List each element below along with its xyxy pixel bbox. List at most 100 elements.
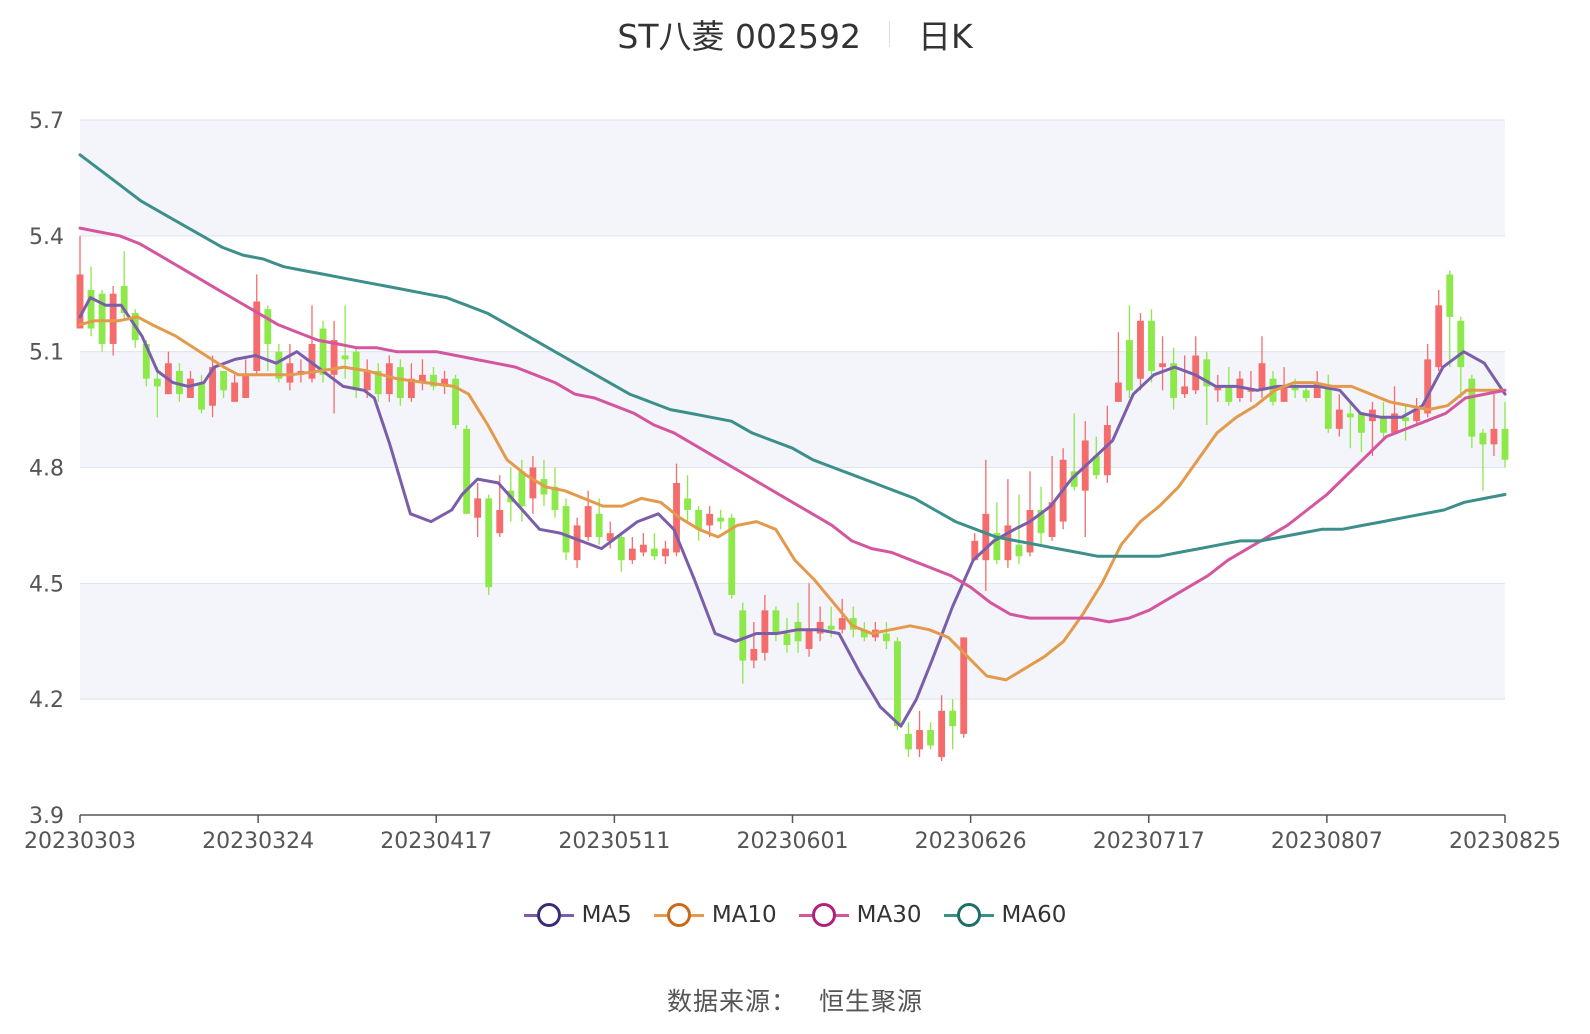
candle-body <box>1335 409 1343 429</box>
legend-item-ma60[interactable]: MA60 <box>943 902 1067 928</box>
candle-body <box>1457 320 1465 368</box>
candle-body <box>220 370 228 391</box>
legend: MA5 MA10 MA30 MA60 <box>0 902 1590 928</box>
candle-body <box>562 506 570 553</box>
candle-body <box>1225 386 1233 402</box>
candle-body <box>1435 305 1443 368</box>
candle-body <box>1490 428 1498 445</box>
candle-body <box>1468 378 1476 437</box>
candle-body <box>1125 340 1133 391</box>
legend-swatch-ma60 <box>943 903 994 927</box>
candle-body <box>1313 382 1321 398</box>
candle-body <box>98 293 106 344</box>
candle-body <box>1159 363 1166 368</box>
candle-body <box>1413 409 1421 422</box>
candle-body <box>1103 425 1111 476</box>
x-tick-label: 20230807 <box>1271 829 1383 854</box>
candle-body <box>882 633 890 642</box>
period-label[interactable]: 日K <box>917 17 973 56</box>
candle-body <box>684 498 691 510</box>
candle-body <box>1015 544 1023 557</box>
candle-body <box>849 618 857 630</box>
x-tick-label: 20230417 <box>380 829 492 854</box>
candle-body <box>275 351 283 379</box>
legend-label-ma30: MA30 <box>856 902 922 928</box>
candle-body <box>949 710 957 727</box>
legend-item-ma30[interactable]: MA30 <box>798 902 922 928</box>
candle-body <box>363 370 371 391</box>
candle-body <box>772 610 780 634</box>
candle-body <box>1380 417 1387 433</box>
legend-swatch-ma10 <box>653 903 704 927</box>
candle-body <box>695 509 703 530</box>
candle-body <box>374 370 382 395</box>
ma-line-ma10 <box>78 315 1507 682</box>
candle-body <box>1424 359 1432 414</box>
candle-body <box>673 482 680 553</box>
candle-body <box>253 301 261 371</box>
ma-line-ma30 <box>78 226 1507 624</box>
candle-body <box>1302 390 1310 398</box>
y-tick-label: 4.5 <box>29 572 64 597</box>
candle-body <box>1357 413 1365 433</box>
candle-body <box>1070 471 1078 487</box>
candle-body <box>595 513 603 537</box>
candle-body <box>783 633 791 646</box>
legend-item-ma5[interactable]: MA5 <box>523 902 632 928</box>
y-tick-label: 5.7 <box>29 109 64 134</box>
candle-body <box>187 378 194 398</box>
x-tick-label: 20230511 <box>558 829 670 854</box>
candle-body <box>209 367 216 406</box>
candle-body <box>960 637 968 734</box>
candle-body <box>1192 355 1200 391</box>
y-tick-label: 4.2 <box>29 688 64 713</box>
candle-body <box>1214 386 1222 391</box>
candle-body <box>728 517 736 595</box>
candle-body <box>1148 320 1155 371</box>
legend-item-ma10[interactable]: MA10 <box>653 902 777 928</box>
candle-body <box>1170 363 1178 398</box>
candle-body <box>1026 509 1034 553</box>
candle-body <box>1137 320 1144 379</box>
candle-body <box>750 648 758 661</box>
candle-body <box>1280 386 1288 402</box>
source-provider: 恒生聚源 <box>819 987 924 1016</box>
candle-body <box>927 730 935 746</box>
x-tick-label: 20230626 <box>915 829 1027 854</box>
y-tick-label: 5.4 <box>29 225 64 250</box>
legend-label-ma60: MA60 <box>1001 902 1067 928</box>
x-tick-label: 20230601 <box>737 829 849 854</box>
candle-body <box>1402 417 1410 422</box>
candle-body <box>1037 509 1045 534</box>
candle-body <box>264 309 272 344</box>
candle-body <box>430 374 437 387</box>
candle-body <box>905 733 912 750</box>
candle-body <box>1181 386 1189 395</box>
candle-body <box>606 533 614 541</box>
x-tick-label: 20230324 <box>202 829 314 854</box>
candle-body <box>739 610 747 661</box>
candle-body <box>816 621 824 634</box>
candle-body <box>1048 502 1056 537</box>
y-tick-label: 3.9 <box>29 804 64 829</box>
candle-body <box>120 286 128 314</box>
x-tick-label: 20230825 <box>1449 829 1561 854</box>
candle-body <box>650 548 658 557</box>
legend-label-ma5: MA5 <box>581 902 632 928</box>
candle-body <box>175 370 183 395</box>
candle-body <box>396 367 404 398</box>
candle-body <box>286 363 294 383</box>
candle-body <box>419 374 426 383</box>
candle-body <box>1446 274 1454 317</box>
legend-swatch-ma30 <box>798 903 849 927</box>
candle-body <box>1501 428 1509 460</box>
data-source: 数据来源： 恒生聚源 <box>0 982 1590 1018</box>
candle-body <box>1258 363 1266 391</box>
candle-body <box>463 428 471 514</box>
legend-swatch-ma5 <box>523 903 574 927</box>
candle-body <box>198 382 205 410</box>
kline-chart: 3.9 4.2 4.5 4.8 5.1 5.4 5.7 20230303 20230324 202… <box>24 109 1561 854</box>
x-tick-label: 20230717 <box>1093 829 1205 854</box>
candle-body <box>153 378 161 387</box>
candle-body <box>617 537 625 561</box>
